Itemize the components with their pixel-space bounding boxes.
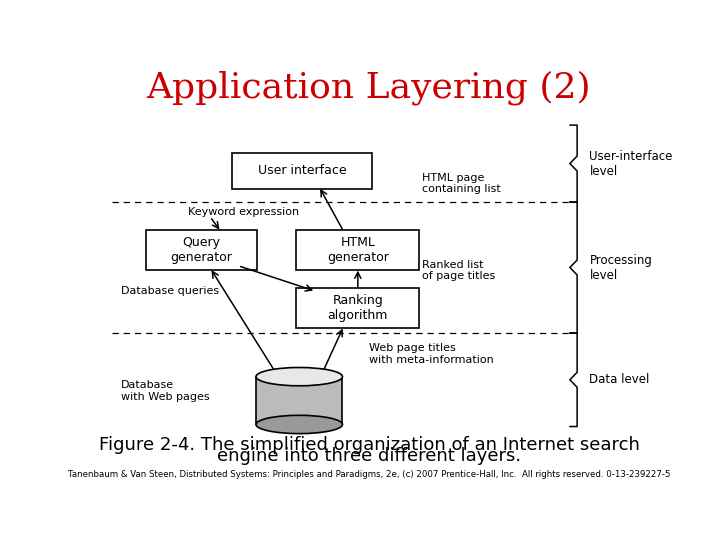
FancyBboxPatch shape [145,230,258,269]
Ellipse shape [256,368,343,386]
Text: Tanenbaum & Van Steen, Distributed Systems: Principles and Paradigms, 2e, (c) 20: Tanenbaum & Van Steen, Distributed Syste… [68,470,670,479]
Text: User-interface
level: User-interface level [590,150,672,178]
Text: HTML
generator: HTML generator [327,236,389,264]
Text: Figure 2-4. The simplified organization of an Internet search: Figure 2-4. The simplified organization … [99,436,639,454]
Bar [256,377,343,424]
Text: User interface: User interface [258,164,346,177]
Text: Application Layering (2): Application Layering (2) [147,70,591,105]
Text: Keyword expression: Keyword expression [188,207,299,218]
Text: Database
with Web pages: Database with Web pages [121,380,210,402]
Ellipse shape [256,415,343,434]
Text: Query
generator: Query generator [171,236,233,264]
Text: engine into three different layers.: engine into three different layers. [217,448,521,465]
FancyBboxPatch shape [297,230,419,269]
FancyBboxPatch shape [233,153,372,188]
FancyBboxPatch shape [297,288,419,328]
Text: HTML page
containing list: HTML page containing list [422,172,501,194]
Text: Database queries: Database queries [121,286,219,296]
Text: Web page titles
with meta-information: Web page titles with meta-information [369,343,494,364]
Text: Ranking
algorithm: Ranking algorithm [328,294,388,322]
Text: Processing
level: Processing level [590,253,652,281]
Text: Ranked list
of page titles: Ranked list of page titles [422,260,495,281]
Text: Data level: Data level [590,373,649,386]
